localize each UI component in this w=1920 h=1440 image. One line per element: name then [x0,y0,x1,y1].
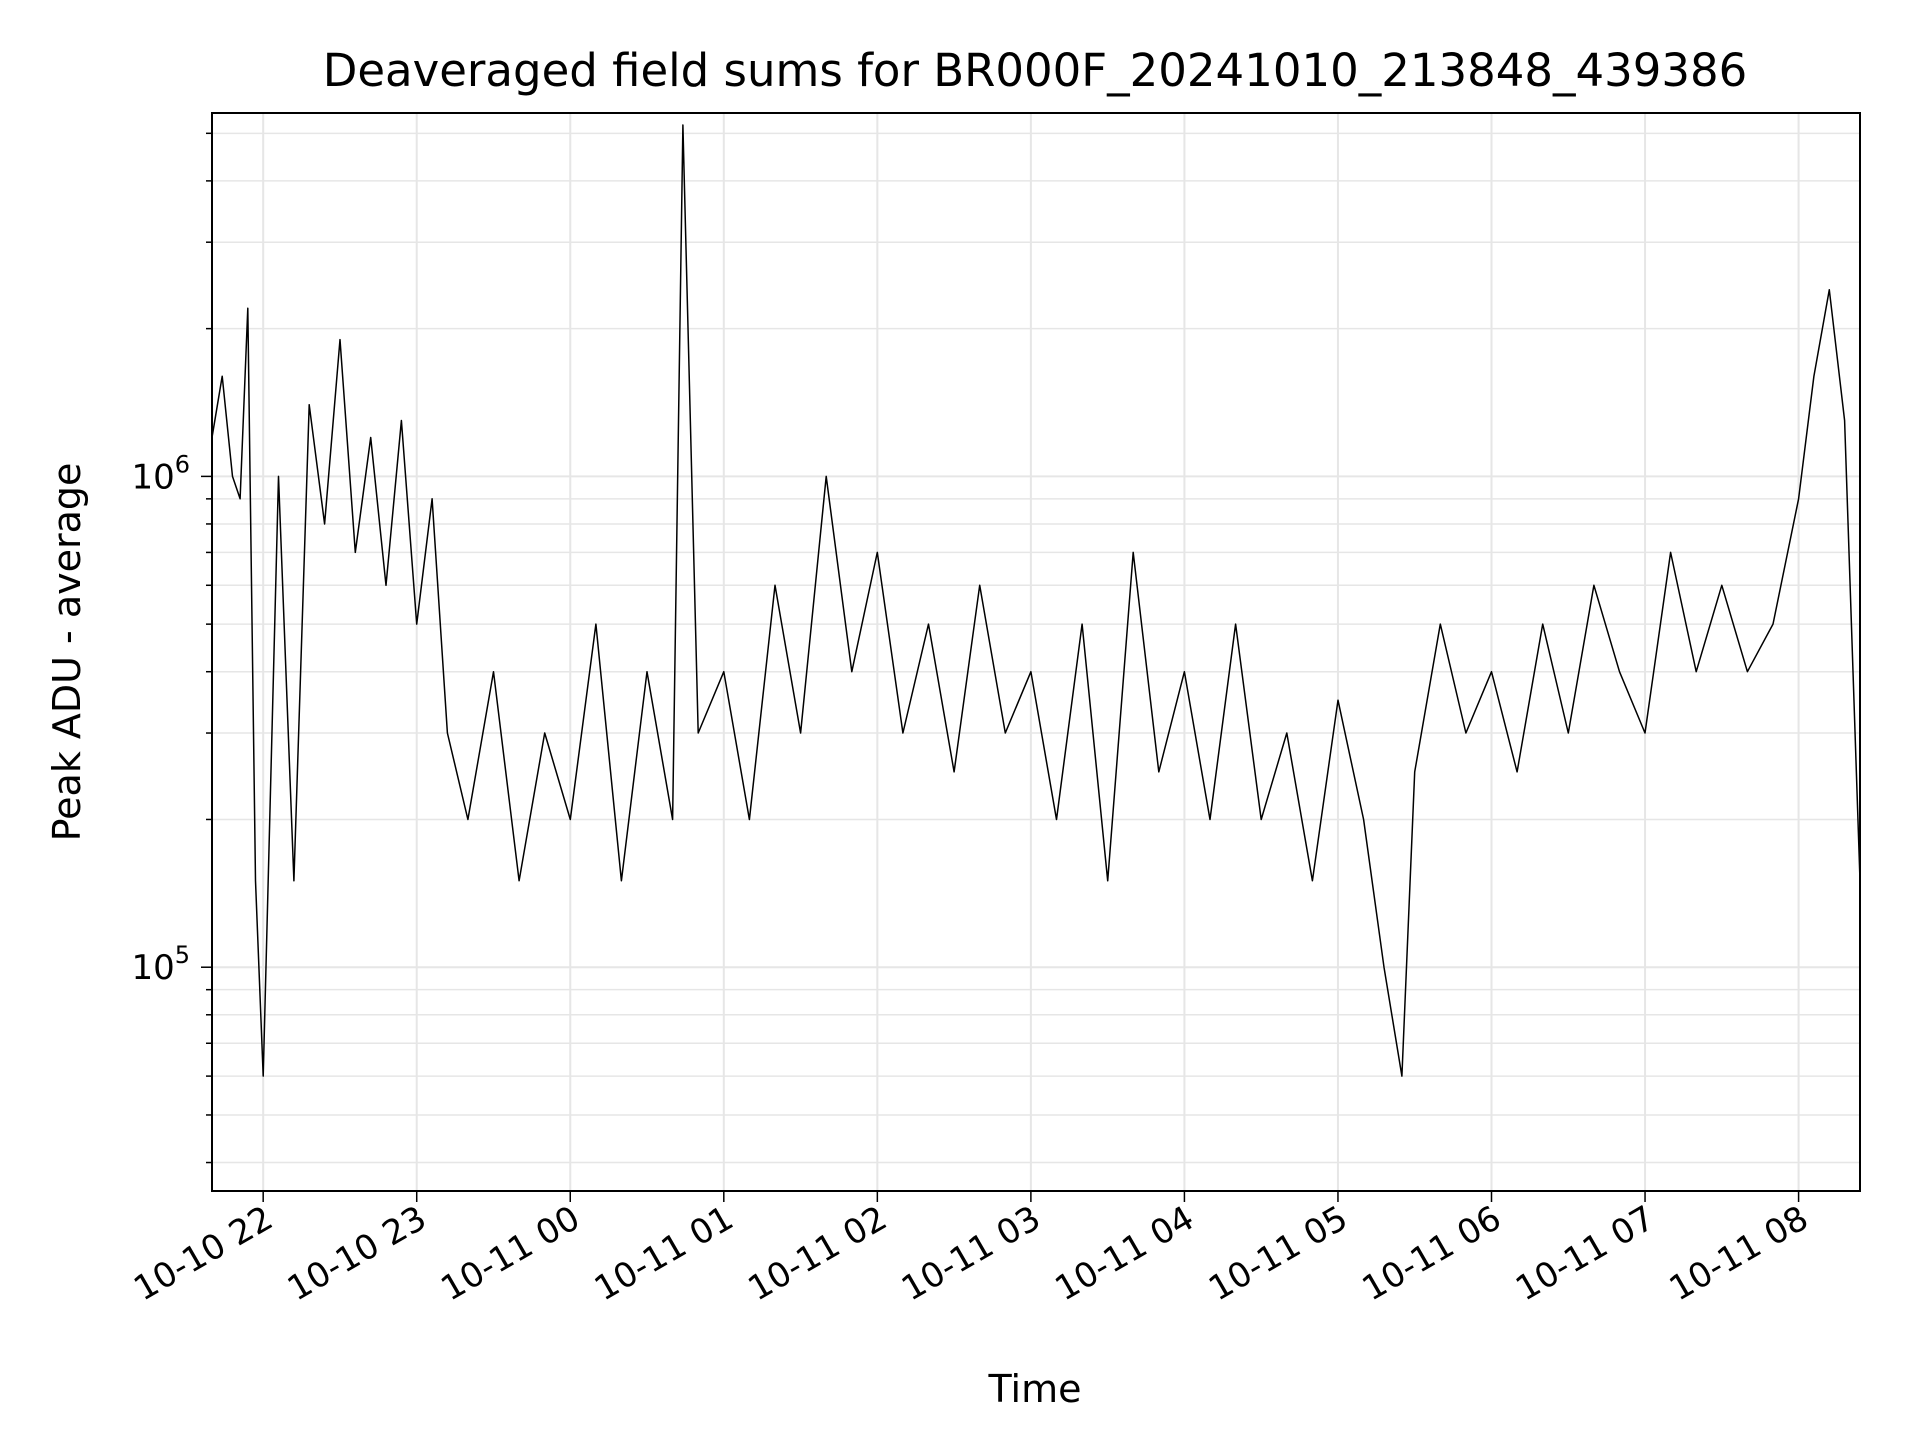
y-axis: 105 106 [131,132,212,1164]
y-tick-label: 105 [131,941,190,988]
y-tick-label: 106 [131,450,190,497]
x-axis-label: Time [988,1367,1082,1411]
grid [212,113,1860,1191]
series-group [212,124,1860,1077]
series-line [212,124,1860,1077]
plot-frame [211,112,1861,1192]
y-axis-label: Peak ADU - average [45,463,89,842]
chart-title: Deaveraged field sums for BR000F_2024101… [323,44,1748,97]
